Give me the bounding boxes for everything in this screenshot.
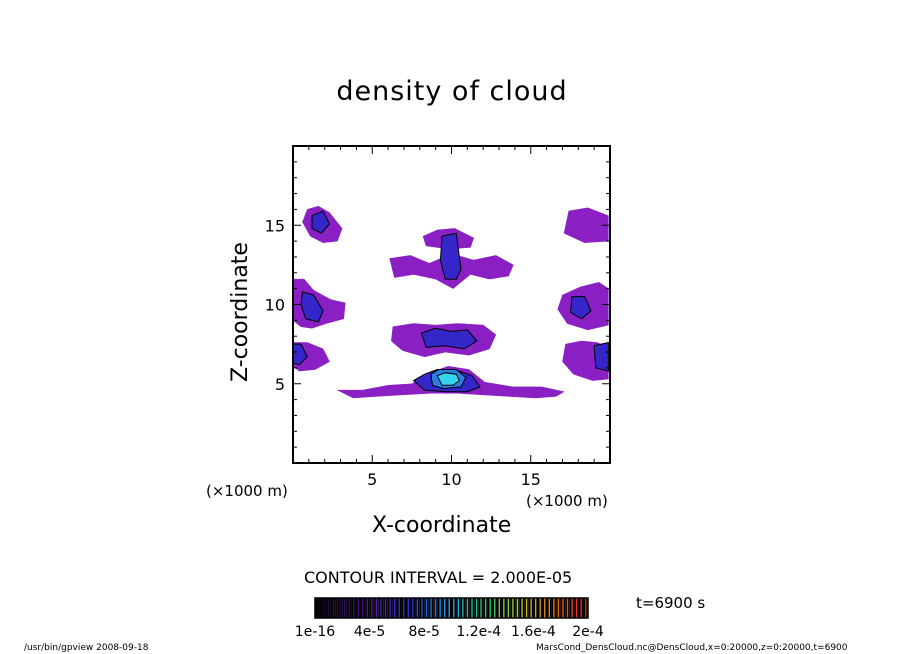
colorbar-tick-label: 1.2e-4 bbox=[456, 624, 501, 640]
colorbar-stripe bbox=[384, 598, 387, 618]
colorbar-stripe bbox=[507, 598, 510, 618]
x-tick-label: 15 bbox=[521, 470, 541, 489]
colorbar-stripe bbox=[453, 598, 455, 618]
chart-title: density of cloud bbox=[336, 76, 568, 107]
x-axis-unit: (×1000 m) bbox=[526, 492, 608, 510]
colorbar-stripe bbox=[489, 598, 491, 618]
y-tick-label: 15 bbox=[265, 216, 285, 235]
colorbar-stripe bbox=[416, 598, 419, 618]
cloud-region-level-1 bbox=[563, 207, 609, 243]
cloud-region-level-2 bbox=[593, 341, 609, 372]
colorbar-stripe bbox=[330, 598, 332, 618]
colorbar-stripe bbox=[389, 598, 391, 618]
colorbar-stripe bbox=[480, 598, 482, 618]
colorbar-stripe bbox=[484, 598, 487, 618]
colorbar-stripe bbox=[571, 598, 573, 618]
colorbar-stripe bbox=[343, 598, 346, 618]
colorbar-stripe bbox=[352, 598, 355, 618]
colorbar-stripe bbox=[512, 598, 514, 618]
colorbar-stripe bbox=[494, 598, 496, 618]
colorbar-stripe bbox=[580, 598, 582, 618]
colorbar-stripe bbox=[425, 598, 428, 618]
y-tick-label: 5 bbox=[275, 375, 285, 394]
y-tick-label: 10 bbox=[265, 296, 285, 315]
cloud-region-level-2 bbox=[569, 296, 592, 320]
colorbar-stripe bbox=[553, 598, 555, 618]
cloud-region-level-2 bbox=[439, 232, 462, 280]
colorbar-stripe bbox=[316, 598, 318, 618]
colorbar-stripe bbox=[393, 598, 396, 618]
colorbar-stripe bbox=[539, 598, 541, 618]
x-tick-label: 10 bbox=[441, 470, 461, 489]
colorbar-stripe bbox=[475, 598, 478, 618]
colorbar-stripe bbox=[412, 598, 414, 618]
colorbar-stripe bbox=[503, 598, 505, 618]
colorbar: 1e-16 4e-5 8e-5 1.2e-4 1.6e-4 2e-4 bbox=[295, 597, 604, 640]
colorbar-stripe bbox=[339, 598, 341, 618]
data-file-note: MarsCond_DensCloud.nc@DensCloud,x=0:2000… bbox=[536, 643, 848, 653]
colorbar-stripe bbox=[366, 598, 369, 618]
time-label: t=6900 s bbox=[636, 594, 706, 612]
colorbar-stripe bbox=[398, 598, 400, 618]
colorbar-stripe bbox=[557, 598, 560, 618]
colorbar-stripe bbox=[448, 598, 450, 618]
x-tick-label: 5 bbox=[367, 470, 377, 489]
colorbar-stripe bbox=[471, 598, 473, 618]
colorbar-stripe bbox=[375, 598, 378, 618]
colorbar-stripe bbox=[325, 598, 328, 618]
colorbar-stripe bbox=[585, 598, 587, 618]
cloud-region-level-2 bbox=[293, 343, 308, 366]
colorbar-stripe bbox=[380, 598, 382, 618]
colorbar-stripe bbox=[466, 598, 469, 618]
colorbar-frame bbox=[314, 597, 589, 619]
colorbar-stripe bbox=[348, 598, 350, 618]
colorbar-tick-label: 4e-5 bbox=[354, 624, 385, 640]
colorbar-stripe bbox=[443, 598, 446, 618]
colorbar-stripe bbox=[334, 598, 337, 618]
cloud-region-level-4 bbox=[436, 372, 461, 386]
colorbar-stripe bbox=[462, 598, 464, 618]
y-axis-unit: (×1000 m) bbox=[206, 482, 288, 500]
colorbar-tick-label: 1e-16 bbox=[295, 624, 335, 640]
colorbar-tick-label: 2e-4 bbox=[572, 624, 604, 640]
colorbar-stripe bbox=[530, 598, 532, 618]
colorbar-stripe bbox=[439, 598, 441, 618]
colorbar-stripe bbox=[357, 598, 359, 618]
axis-ticks: 5 10 15 5 10 15 bbox=[265, 145, 611, 489]
contour-interval-text: CONTOUR INTERVAL = 2.000E-05 bbox=[304, 568, 573, 587]
colorbar-stripe bbox=[562, 598, 564, 618]
colorbar-stripe bbox=[421, 598, 423, 618]
colorbar-stripe bbox=[321, 598, 323, 618]
cloud-contour-layer bbox=[293, 205, 609, 399]
colorbar-tick-label: 8e-5 bbox=[408, 624, 439, 640]
colorbar-stripe bbox=[521, 598, 523, 618]
colorbar-stripe bbox=[371, 598, 373, 618]
colorbar-stripe bbox=[434, 598, 437, 618]
x-axis-label: X-coordinate bbox=[372, 513, 512, 538]
colorbar-stripe bbox=[534, 598, 537, 618]
colorbar-stripe bbox=[516, 598, 519, 618]
colorbar-stripe bbox=[566, 598, 569, 618]
cloud-region-level-2 bbox=[420, 327, 478, 350]
cloud-region-level-2 bbox=[311, 210, 331, 234]
colorbar-tick-label: 1.6e-4 bbox=[511, 624, 556, 640]
program-path-note: /usr/bin/gpview 2008-09-18 bbox=[24, 643, 149, 653]
colorbar-stripe bbox=[407, 598, 409, 618]
colorbar-stripe bbox=[544, 598, 546, 618]
colorbar-stripe bbox=[362, 598, 364, 618]
colorbar-stripe bbox=[457, 598, 460, 618]
colorbar-stripe bbox=[403, 598, 405, 618]
colorbar-stripe bbox=[498, 598, 500, 618]
colorbar-stripe bbox=[575, 598, 578, 618]
colorbar-stripe bbox=[525, 598, 528, 618]
colorbar-stripe bbox=[548, 598, 551, 618]
colorbar-stripe bbox=[430, 598, 432, 618]
